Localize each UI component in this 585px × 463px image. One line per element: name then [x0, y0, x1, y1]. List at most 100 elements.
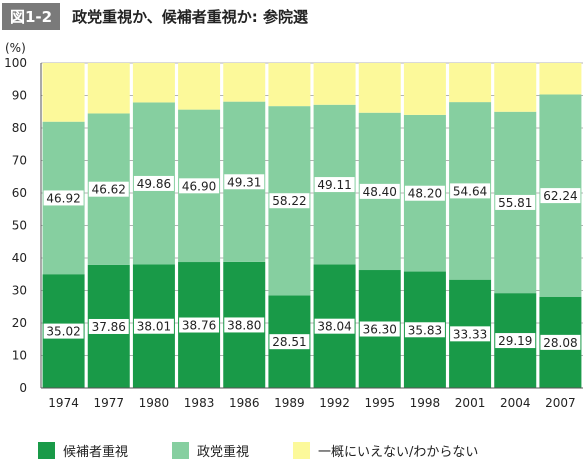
chart-title: 政党重視か、候補者重視か: 参院選	[72, 7, 309, 26]
data-label: 38.76	[182, 319, 216, 333]
bar-segment	[539, 63, 582, 95]
chart-header: 図1-2 政党重視か、候補者重視か: 参院選	[0, 0, 308, 32]
bar-segment	[358, 63, 401, 113]
data-label: 38.04	[317, 320, 351, 334]
data-label: 49.31	[227, 175, 261, 189]
data-label-bg	[359, 183, 400, 199]
data-label: 46.62	[92, 183, 126, 197]
bar-segment	[223, 63, 266, 102]
y-tick-label: 10	[12, 349, 27, 363]
y-tick-label: 80	[12, 121, 27, 135]
stacked-bar-chart: (%) 35.02 46.92 37.86 46.62 38.01 49.86 38.76 4…	[4, 41, 583, 410]
legend: 候補者重視 政党重視 一概にいえない/わからない	[38, 441, 522, 460]
data-label: 49.86	[137, 177, 171, 191]
data-label-bg	[179, 317, 220, 333]
bar-segment	[268, 63, 311, 107]
data-label: 35.83	[408, 323, 442, 337]
y-tick-label: 100	[4, 56, 27, 70]
legend-label-unknown: 一概にいえない/わからない	[318, 445, 479, 460]
data-label: 48.40	[363, 185, 397, 199]
data-label: 48.20	[408, 187, 442, 201]
data-label-bg	[540, 188, 581, 204]
y-tick-label: 20	[12, 316, 27, 330]
data-label-bg	[314, 318, 355, 334]
data-label-bg	[314, 177, 355, 193]
x-tick-label: 2004	[500, 396, 531, 410]
data-label: 33.33	[453, 327, 487, 341]
legend-swatch-candidate	[38, 442, 55, 459]
data-label: 38.80	[227, 318, 261, 332]
x-tick-label: 1986	[229, 396, 260, 410]
x-tick-label: 1974	[48, 396, 79, 410]
axes: 0 10 20 30 40 50 60 70 80 90 100 1974 1977 1980 1983 19…	[4, 56, 583, 410]
data-label-bg	[224, 174, 265, 190]
legend-swatch-unknown	[293, 442, 311, 459]
legend-label-party: 政党重視	[197, 445, 250, 460]
y-tick-label: 40	[12, 251, 27, 265]
data-label-bg	[179, 178, 220, 194]
data-labels: 35.02 46.92 37.86 46.62 38.01 49.86 38.76 46.90…	[43, 174, 581, 350]
y-tick-label: 70	[12, 154, 27, 168]
legend-swatch-party	[172, 442, 190, 459]
data-label-bg	[404, 185, 445, 201]
bar-segment	[132, 63, 175, 103]
data-label: 29.19	[498, 334, 532, 348]
data-label-bg	[269, 334, 310, 350]
bar-segment	[87, 63, 130, 114]
x-tick-label: 1983	[184, 396, 215, 410]
legend-label-candidate: 候補者重視	[63, 445, 129, 460]
x-tick-label: 1980	[139, 396, 170, 410]
data-label: 36.30	[363, 323, 397, 337]
bar-segment	[449, 63, 492, 103]
data-label: 37.86	[92, 320, 126, 334]
data-label-bg	[450, 183, 491, 199]
data-label: 58.22	[272, 194, 306, 208]
data-label-bg	[43, 190, 84, 206]
data-label-bg	[133, 175, 174, 191]
data-label: 38.01	[137, 320, 171, 334]
data-label-bg	[43, 323, 84, 339]
x-tick-label: 1989	[274, 396, 305, 410]
data-label-bg	[495, 333, 536, 349]
data-label: 49.11	[317, 178, 351, 192]
data-label: 46.92	[46, 191, 80, 205]
y-tick-label: 0	[19, 381, 27, 395]
bar-segment	[178, 63, 221, 110]
data-label: 55.81	[498, 196, 532, 210]
x-tick-label: 1995	[364, 396, 395, 410]
x-tick-label: 2007	[545, 396, 576, 410]
data-label-bg	[450, 326, 491, 342]
bar-segment	[403, 63, 446, 115]
y-axis-unit-label: (%)	[5, 41, 26, 55]
data-label: 46.90	[182, 179, 216, 193]
legend-item-unknown: 一概にいえない/わからない	[293, 441, 478, 460]
legend-item-candidate: 候補者重視	[38, 441, 128, 460]
data-label-bg	[404, 322, 445, 338]
data-label: 28.51	[272, 335, 306, 349]
gridlines	[41, 62, 583, 356]
x-tick-label: 1992	[319, 396, 350, 410]
data-label: 35.02	[46, 325, 80, 339]
y-tick-label: 60	[12, 186, 27, 200]
data-label: 54.64	[453, 184, 487, 198]
data-label-bg	[269, 193, 310, 209]
data-label-bg	[133, 318, 174, 334]
data-label-bg	[88, 181, 129, 197]
data-label: 62.24	[543, 189, 577, 203]
bar-segment	[42, 63, 85, 122]
legend-item-party: 政党重視	[172, 441, 249, 460]
data-label: 28.08	[543, 336, 577, 350]
bar-segment	[313, 63, 356, 105]
x-tick-label: 2001	[455, 396, 486, 410]
data-label-bg	[224, 317, 265, 333]
figure-number-badge: 図1-2	[2, 2, 61, 30]
bar-segment	[494, 63, 537, 112]
data-label-bg	[540, 334, 581, 350]
data-label-bg	[359, 321, 400, 337]
y-tick-label: 90	[12, 89, 27, 103]
y-tick-label: 30	[12, 284, 27, 298]
y-tick-label: 50	[12, 219, 27, 233]
x-tick-label: 1977	[93, 396, 124, 410]
x-tick-label: 1998	[410, 396, 441, 410]
data-label-bg	[495, 194, 536, 210]
